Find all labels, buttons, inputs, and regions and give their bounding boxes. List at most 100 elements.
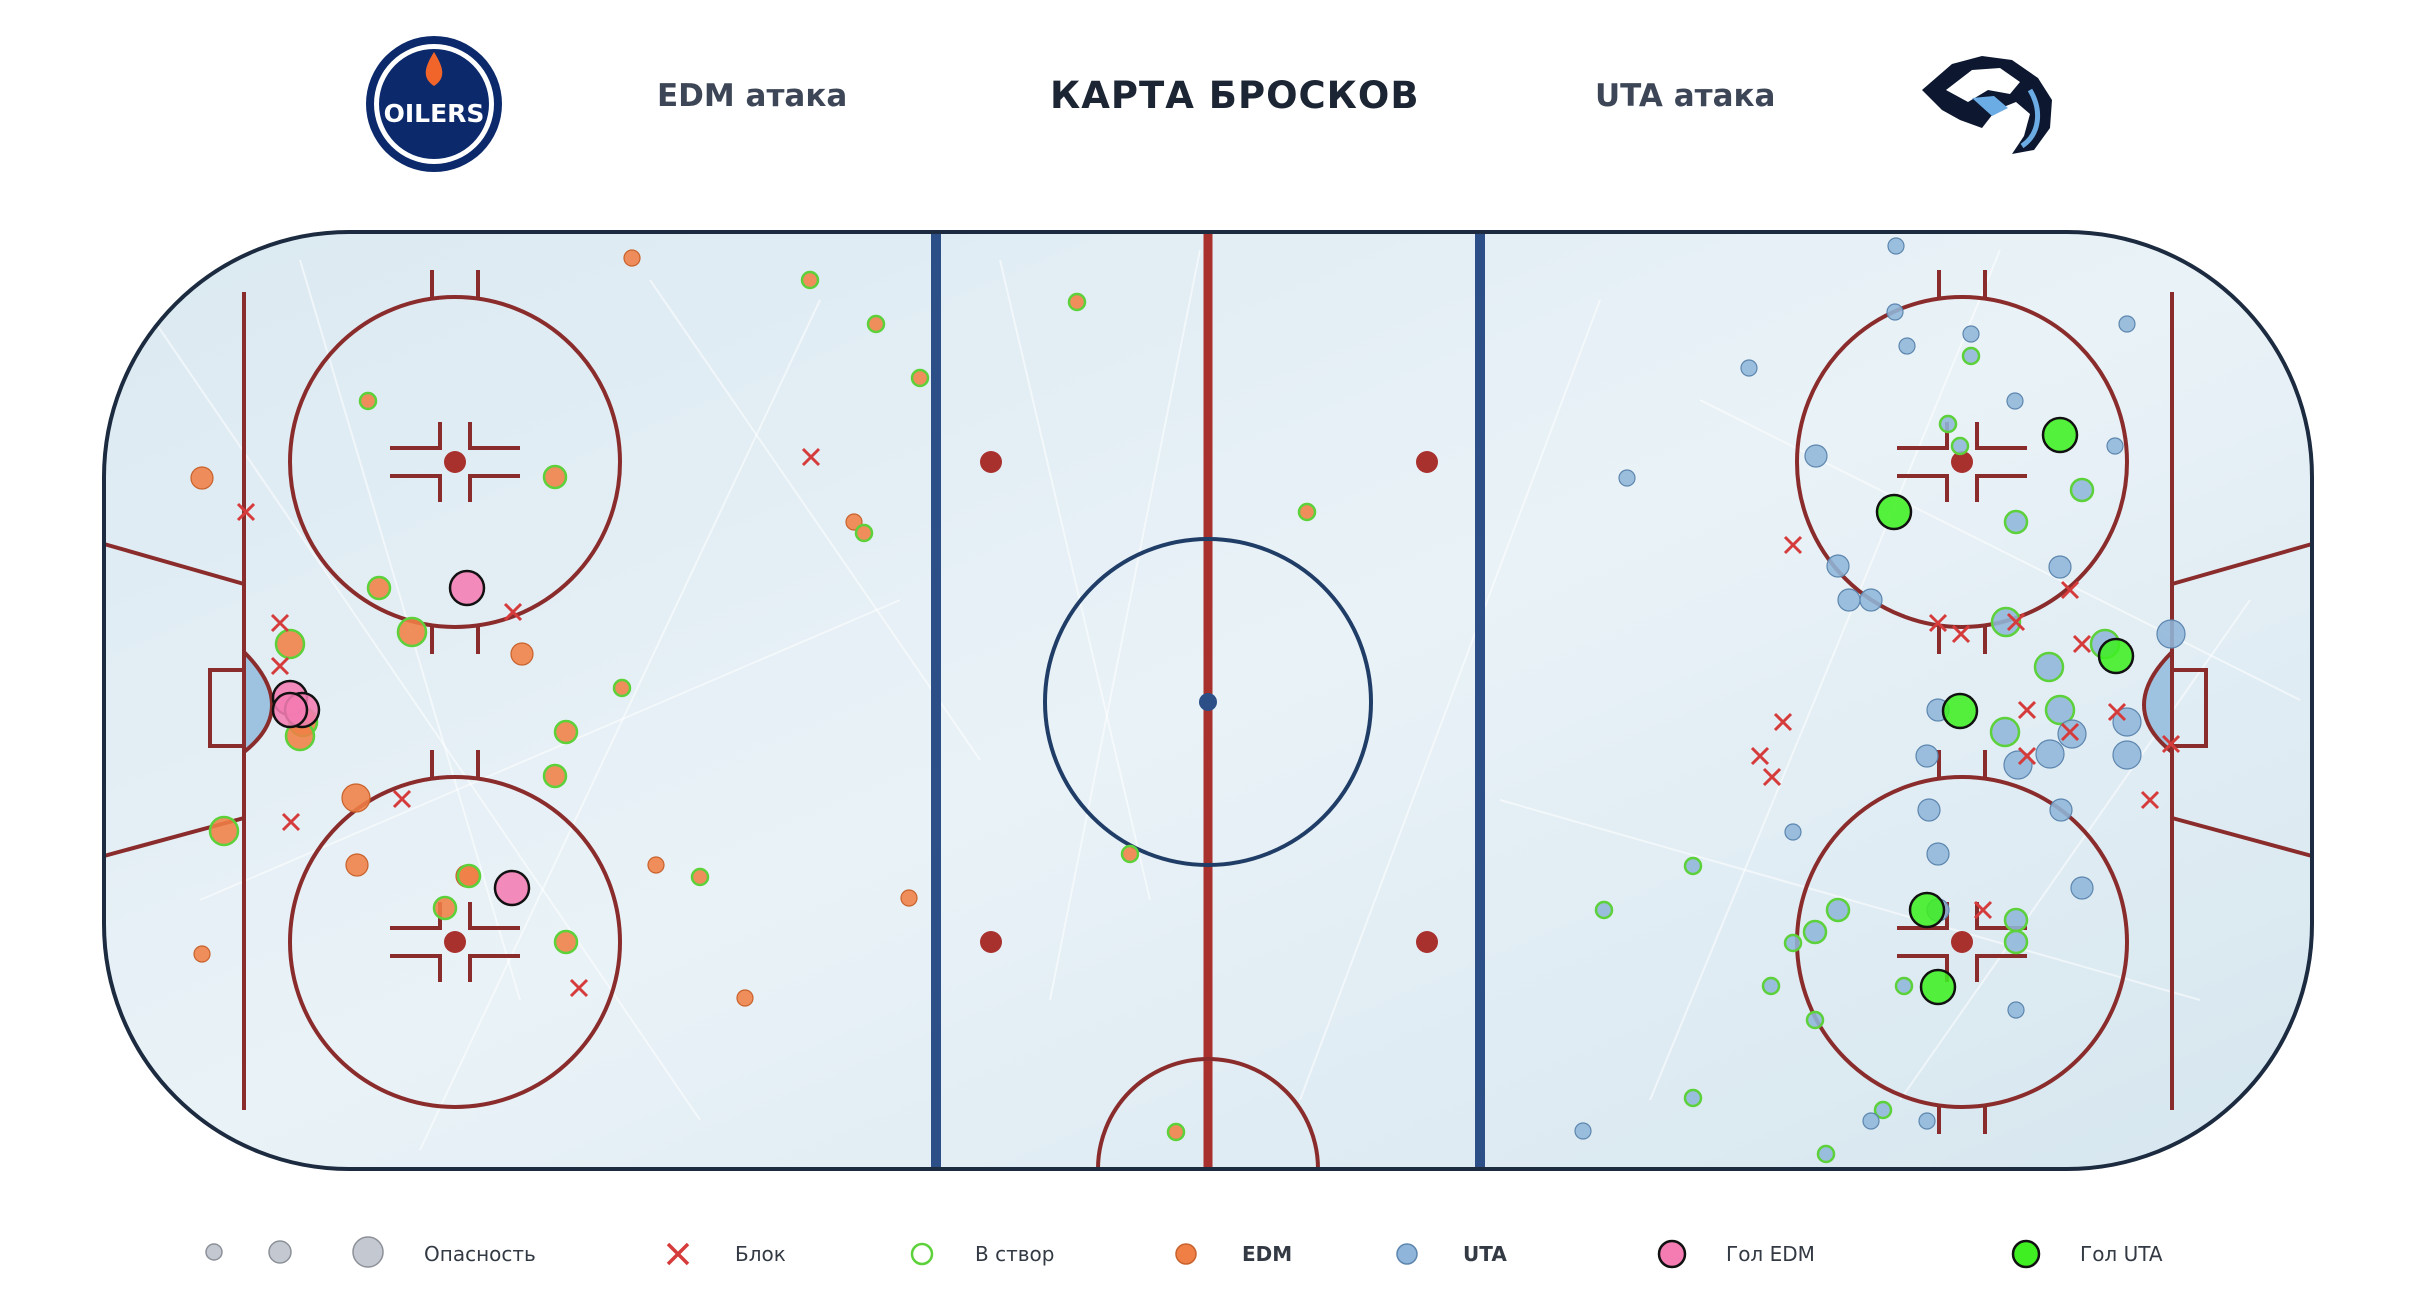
uta-goal-point-1 (1875, 493, 1913, 531)
edm-shot-point-25 (553, 929, 579, 955)
uta-shot-point-16 (1826, 554, 1850, 578)
uta-shot-point-11 (1938, 414, 1958, 434)
uta-shot-point-20 (2156, 619, 2186, 649)
block-mark-13 (2072, 634, 2092, 654)
uta-shot-point-42 (1783, 933, 1803, 953)
uta-shot-point-30 (2112, 740, 2142, 770)
right-attack-label: UTA атака (1595, 78, 1776, 114)
page-title: КАРТА БРОСКОВ (1050, 74, 1420, 117)
uta-shot-point-17 (1837, 588, 1861, 612)
left-attack-label: EDM атака (657, 78, 848, 114)
uta-shot-point-36 (1683, 856, 1703, 876)
uta-shot-point-32 (1917, 798, 1941, 822)
edm-shot-point-30 (736, 989, 754, 1007)
header: OILERS EDM атака КАРТА БРОСКОВ UTA атака (0, 0, 2409, 200)
uta-shot-point-9 (1618, 469, 1636, 487)
uta-shot-point-34 (1784, 823, 1802, 841)
block-mark-9 (2060, 580, 2080, 600)
legend-goal-uta-icon (2011, 1239, 2041, 1269)
block-mark-17 (2017, 700, 2037, 720)
uta-goal-point-5 (1919, 968, 1957, 1006)
uta-shot-point-4 (1961, 346, 1981, 366)
block-mark-22 (2017, 746, 2037, 766)
legend-danger-icons (205, 1236, 384, 1268)
uta-shot-point-19 (1990, 606, 2022, 638)
edm-shot-point-11 (510, 642, 534, 666)
legend-block-icon (666, 1242, 690, 1266)
legend-uta-icon (1396, 1243, 1418, 1265)
uta-shot-point-28 (2035, 739, 2065, 769)
edm-shot-point-22 (647, 856, 665, 874)
legend-edm-icon (1175, 1243, 1197, 1265)
uta-shot-point-35 (1926, 842, 1950, 866)
block-mark-7 (569, 978, 589, 998)
uta-shot-point-47 (1805, 1010, 1825, 1030)
uta-shot-point-46 (1894, 976, 1914, 996)
block-mark-10 (1928, 613, 1948, 633)
block-mark-16 (1762, 767, 1782, 787)
edm-shot-point-9 (366, 575, 392, 601)
edm-shot-point-12 (274, 628, 306, 660)
uta-shot-point-31 (1915, 744, 1939, 768)
block-mark-11 (1951, 624, 1971, 644)
block-mark-8 (1783, 535, 1803, 555)
shot-marks (190, 237, 2186, 1164)
uta-shot-point-1 (1886, 303, 1904, 321)
uta-shot-point-6 (2118, 315, 2136, 333)
edm-goal-point-4 (493, 869, 531, 907)
block-mark-6 (281, 812, 301, 832)
uta-shot-point-24 (2044, 694, 2076, 726)
uta-shot-point-3 (1962, 325, 1980, 343)
block-mark-12 (2006, 612, 2026, 632)
uta-shot-point-41 (2003, 907, 2029, 933)
edm-shot-point-20 (345, 853, 369, 877)
edm-shot-point-0 (623, 249, 641, 267)
uta-shot-point-43 (2003, 929, 2029, 955)
edm-shot-point-19 (208, 815, 240, 847)
uta-goal-point-2 (2097, 637, 2135, 675)
uta-shot-point-44 (1594, 900, 1614, 920)
utah-mammoth-logo (1922, 56, 2052, 154)
block-mark-1 (801, 447, 821, 467)
uta-shot-point-0 (1887, 237, 1905, 255)
block-mark-21 (2140, 790, 2160, 810)
block-mark-23 (1973, 900, 1993, 920)
uta-shot-point-38 (1825, 897, 1851, 923)
edm-shot-point-8 (854, 523, 874, 543)
legend-goal-edm-icon (1657, 1239, 1687, 1269)
edm-shot-point-5 (190, 466, 214, 490)
legend-on-target-icon (910, 1242, 934, 1266)
oilers-logo: OILERS (366, 36, 502, 172)
edm-shot-point-26 (1120, 844, 1140, 864)
uta-shot-point-18 (1859, 588, 1883, 612)
block-mark-3 (270, 613, 290, 633)
edm-shot-point-32 (1297, 502, 1317, 522)
edm-shot-point-27 (1067, 292, 1087, 312)
edm-shot-point-1 (800, 270, 820, 290)
block-mark-19 (2107, 702, 2127, 722)
legend-goal-edm: Гол EDM (1726, 1242, 1815, 1266)
uta-shot-point-10 (2106, 437, 2124, 455)
uta-shot-point-25 (1989, 716, 2021, 748)
uta-shot-point-33 (2049, 798, 2073, 822)
legend-goal-uta: Гол UTA (2080, 1242, 2163, 1266)
edm-shot-point-6 (542, 464, 568, 490)
rink-surface (102, 230, 2314, 1171)
block-mark-5 (392, 789, 412, 809)
edm-shot-point-2 (866, 314, 886, 334)
uta-shot-point-45 (1761, 976, 1781, 996)
block-mark-2 (503, 602, 523, 622)
uta-shot-point-51 (1862, 1112, 1880, 1130)
uta-shot-point-39 (1802, 919, 1828, 945)
uta-shot-point-14 (2003, 509, 2029, 535)
edm-shot-point-14 (553, 719, 579, 745)
uta-shot-point-53 (1816, 1144, 1836, 1164)
edm-shot-point-33 (456, 863, 482, 889)
uta-goal-point-0 (2041, 416, 2079, 454)
edm-shot-point-31 (1166, 1122, 1186, 1142)
block-mark-15 (1750, 746, 1770, 766)
block-mark-4 (270, 656, 290, 676)
legend-uta: UTA (1463, 1242, 1507, 1266)
block-mark-20 (2161, 734, 2181, 754)
uta-shot-point-54 (1574, 1122, 1592, 1140)
